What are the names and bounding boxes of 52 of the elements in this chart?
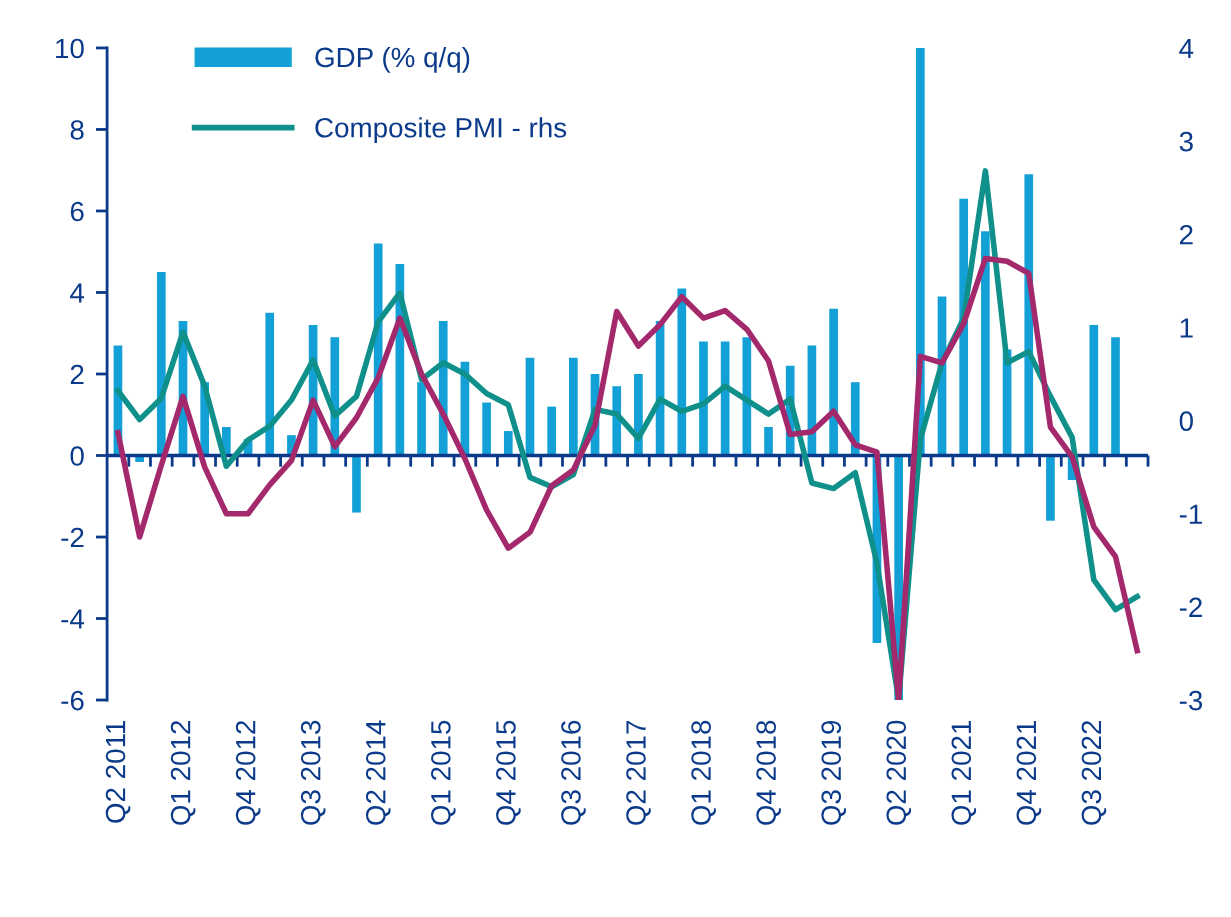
x-tick-label: Q3 2019: [821, 720, 847, 825]
bar: [417, 382, 426, 456]
y-tick-label: 4: [70, 283, 85, 303]
x-tick-label: Q1 2012: [170, 720, 196, 825]
x-tick-label: Q4 2012: [235, 720, 261, 825]
x-tick-label: Q1 2018: [691, 720, 716, 825]
y2-tick-label: 3: [1179, 131, 1193, 152]
y-tick-label: -2: [61, 527, 84, 548]
bar: [764, 426, 773, 456]
y2-tick-label: 2: [1179, 224, 1193, 245]
x-tick-label: Q4 2018: [756, 720, 781, 825]
x-tick-label: Q3 2013: [300, 720, 326, 825]
y2-tick-label: 0: [1179, 411, 1193, 431]
bar: [482, 402, 491, 456]
y-tick-label: -4: [61, 609, 85, 629]
y-tick-label: -6: [61, 690, 84, 711]
x-tick-label: Q2 2014: [365, 720, 391, 825]
bar: [156, 272, 166, 456]
bar: [677, 288, 687, 456]
x-tick-label: Q4 2015: [496, 720, 521, 825]
legend-label: Composite PMI - rhs: [315, 117, 567, 144]
bar: [981, 231, 990, 456]
y2-tick-label: -1: [1179, 504, 1202, 524]
y-tick-label: 10: [56, 38, 84, 59]
x-tick-label: Q4 2021: [1016, 720, 1042, 825]
x-tick-label: Q1 2015: [431, 720, 456, 825]
y2-tick-label: -3: [1179, 690, 1203, 711]
y2-tick-label: 4: [1179, 38, 1194, 59]
bar: [569, 357, 578, 456]
y-tick-label: 8: [70, 120, 84, 140]
x-tick-label: Q2 2017: [626, 720, 651, 825]
legend-label: GDP (% q/q): [315, 46, 470, 73]
bar: [699, 341, 708, 456]
bar: [1111, 337, 1120, 456]
bar: [525, 357, 535, 456]
bar: [352, 455, 361, 513]
bar: [265, 312, 275, 456]
bar: [829, 308, 838, 456]
bar: [1046, 455, 1055, 521]
bar: [547, 406, 556, 456]
x-tick-label: Q3 2022: [1081, 720, 1107, 825]
x-tick-label: Q2 2020: [886, 720, 912, 825]
y2-tick-label: -2: [1179, 597, 1202, 617]
y-tick-label: 2: [70, 364, 84, 385]
y-tick-label: 0: [70, 446, 84, 466]
x-tick-label: Q3 2016: [561, 720, 586, 825]
bar: [1089, 325, 1099, 456]
x-tick-label: Q2 2011: [105, 720, 131, 823]
x-tick-label: Q1 2021: [951, 720, 977, 825]
y-tick-label: 6: [70, 201, 84, 222]
bar: [503, 431, 513, 456]
y2-tick-label: 1: [1180, 318, 1193, 338]
